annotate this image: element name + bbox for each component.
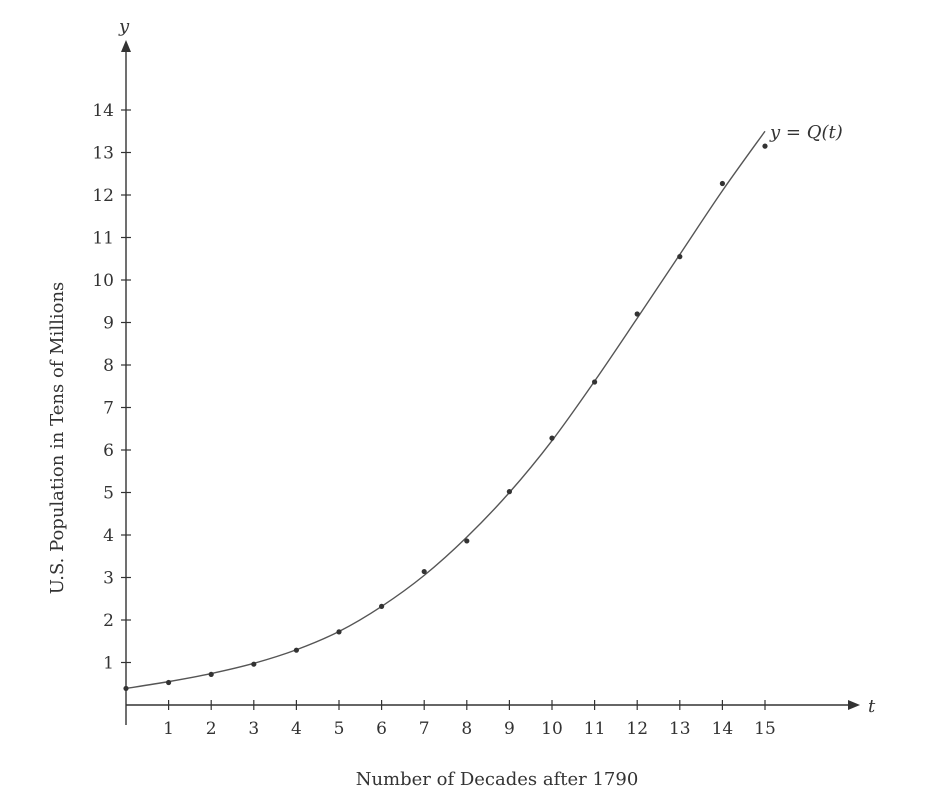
y-tick-label: 1 — [103, 654, 114, 674]
fitted-curve-q-of-t — [125, 130, 766, 690]
y-tick-label: 12 — [92, 186, 114, 206]
x-tick-label: 5 — [334, 719, 345, 739]
x-tick-label: 1 — [163, 719, 174, 739]
y-tick-label: 7 — [103, 399, 114, 419]
x-tick-label: 8 — [461, 719, 472, 739]
x-tick-label: 9 — [504, 719, 515, 739]
curve-label: y = Q(t) — [769, 122, 843, 143]
data-point — [166, 679, 172, 686]
data-point — [762, 143, 768, 149]
y-axis-title: U.S. Population in Tens of Millions — [47, 282, 68, 595]
data-point — [549, 435, 555, 441]
y-axis-arrow — [121, 40, 131, 52]
data-point — [421, 568, 427, 575]
x-tick-label: 3 — [248, 719, 259, 739]
y-axis-variable: y — [118, 16, 130, 37]
y-tick-label: 14 — [92, 101, 114, 121]
x-tick-label: 15 — [754, 719, 776, 739]
y-tick-label: 10 — [92, 271, 114, 291]
x-axis-variable: t — [868, 696, 876, 717]
x-tick-label: 11 — [584, 719, 606, 739]
data-point — [123, 685, 129, 692]
data-point — [336, 629, 342, 635]
y-tick-label: 2 — [103, 611, 114, 631]
x-tick-label: 4 — [291, 719, 302, 739]
y-tick-label: 11 — [92, 229, 114, 249]
x-tick-label: 13 — [669, 719, 691, 739]
y-tick-label: 9 — [103, 314, 114, 334]
x-tick-label: 14 — [712, 719, 734, 739]
data-point — [592, 379, 598, 385]
data-point — [251, 661, 257, 667]
y-tick-label: 6 — [103, 441, 114, 461]
data-point — [379, 603, 385, 610]
data-points — [123, 143, 768, 692]
data-point — [677, 254, 683, 260]
x-ticks: 1 2 3 4 5 6 7 8 9 10 11 12 13 14 15 — [163, 700, 776, 739]
x-axis-arrow — [848, 700, 860, 710]
x-tick-label: 7 — [419, 719, 430, 739]
x-tick-label: 2 — [206, 719, 217, 739]
x-axis-title: Number of Decades after 1790 — [356, 769, 639, 790]
y-tick-label: 4 — [103, 526, 114, 546]
y-tick-label: 5 — [103, 484, 114, 504]
data-point — [506, 489, 512, 495]
x-tick-label: 10 — [541, 719, 563, 739]
data-point — [634, 311, 640, 317]
x-tick-label: 12 — [626, 719, 648, 739]
data-point — [208, 671, 214, 678]
data-point — [293, 647, 299, 653]
y-tick-label: 13 — [92, 144, 114, 164]
y-tick-label: 8 — [103, 356, 114, 376]
y-tick-label: 3 — [103, 569, 114, 589]
x-tick-label: 6 — [376, 719, 387, 739]
axes — [121, 40, 860, 725]
data-point — [719, 180, 726, 187]
data-point — [464, 538, 470, 544]
